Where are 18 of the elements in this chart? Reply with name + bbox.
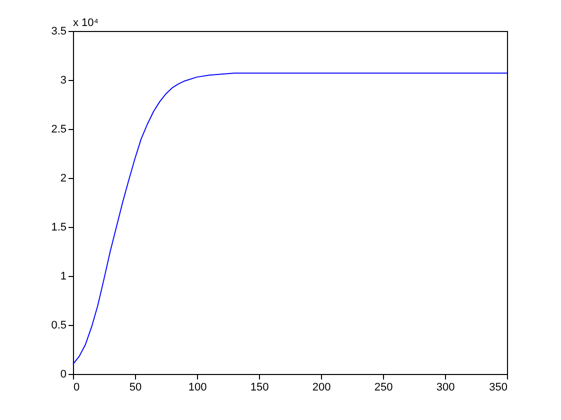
x-tick-label: 200 bbox=[312, 382, 331, 394]
line-series bbox=[72, 72, 508, 365]
y-tick-label: 1.5 bbox=[51, 222, 66, 234]
x-tick-label: 0 bbox=[74, 382, 80, 394]
x-tick-label: 150 bbox=[250, 382, 269, 394]
x-tick-label: 50 bbox=[129, 382, 142, 394]
y-tick-label: 1 bbox=[60, 270, 66, 282]
x-tick-label: 350 bbox=[489, 382, 508, 394]
x-tick-label: 250 bbox=[374, 382, 393, 394]
y-tick-label: 3.5 bbox=[51, 26, 66, 38]
y-tick-label: 2 bbox=[60, 172, 66, 184]
text: x 10⁴ bbox=[73, 17, 99, 29]
y-tick-label: 0 bbox=[60, 368, 66, 380]
y-tick-label: 0.5 bbox=[51, 320, 66, 332]
x-tick-label: 300 bbox=[436, 382, 455, 394]
y-tick-label: 3 bbox=[60, 74, 66, 86]
y-tick-label: 2.5 bbox=[51, 124, 66, 136]
x-tick-label: 100 bbox=[188, 382, 207, 394]
